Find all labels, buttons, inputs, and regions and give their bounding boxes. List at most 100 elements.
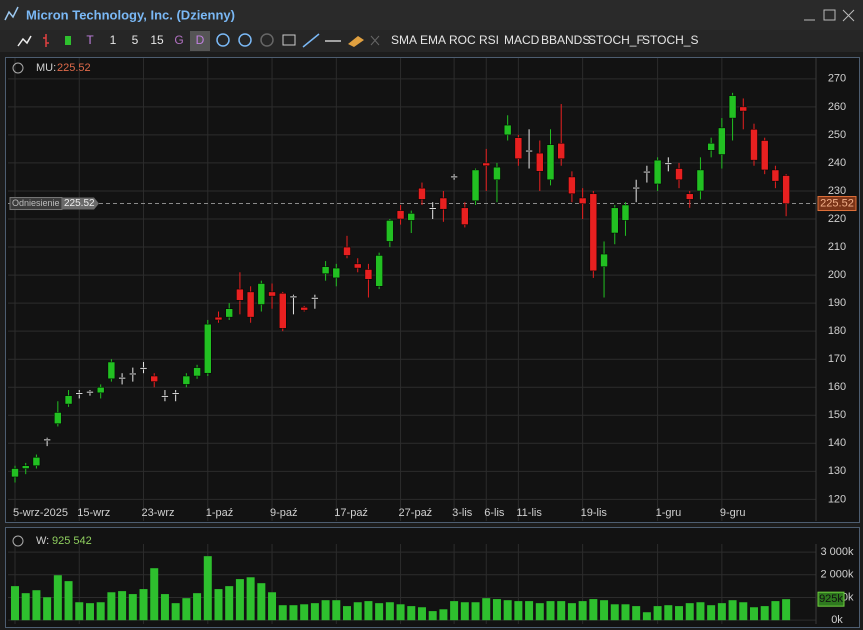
candle-body <box>375 255 383 287</box>
legend-readout: 925 542 <box>52 535 92 547</box>
toolbar-button[interactable]: 1 <box>110 33 117 47</box>
candle-body <box>193 367 201 377</box>
volume-bar <box>482 598 491 621</box>
candle-body <box>300 307 308 311</box>
volume-bar <box>471 602 480 621</box>
volume-bar <box>417 607 426 621</box>
indicator-button[interactable]: SMA <box>391 33 417 47</box>
volume-bar <box>278 605 287 621</box>
candle-body <box>246 291 255 318</box>
y-tick-label: 220 <box>828 213 846 225</box>
volume-bar <box>203 556 212 621</box>
candle-body <box>21 465 30 469</box>
candle-body <box>118 377 126 380</box>
price-tag-bg <box>817 196 857 212</box>
candle-tool[interactable] <box>65 36 71 45</box>
volume-bar <box>21 593 30 621</box>
volume-bar <box>450 601 459 621</box>
line-tool[interactable] <box>17 35 32 47</box>
volume-bar <box>128 594 137 621</box>
candle-body <box>171 392 180 395</box>
candle-body <box>418 187 426 200</box>
candle-body <box>739 106 748 112</box>
candle-body <box>471 169 480 202</box>
indicator-button[interactable]: BBANDS <box>541 33 590 47</box>
reference-label: Odniesienie <box>12 198 60 208</box>
volume-bar <box>664 605 673 621</box>
price-tag: 225.52 <box>820 197 854 209</box>
y-tick-label: 140 <box>828 437 846 449</box>
volume-bar <box>642 612 651 621</box>
volume-bar <box>343 606 352 621</box>
candle-body <box>407 213 416 221</box>
candle-body <box>632 187 640 190</box>
toolbar-button[interactable]: D <box>196 33 205 47</box>
volume-bar <box>514 601 523 621</box>
zoom-out[interactable] <box>238 33 252 47</box>
indicator-button[interactable]: EMA <box>420 33 446 47</box>
candle-body <box>64 395 73 405</box>
tool-icon[interactable] <box>282 34 296 46</box>
zoom-in[interactable] <box>216 33 230 47</box>
volume-bar <box>171 603 180 621</box>
volume-bar <box>728 600 737 621</box>
candle-body <box>718 127 726 155</box>
zoom-reset[interactable] <box>260 33 274 47</box>
eraser-tool[interactable] <box>348 36 364 47</box>
candle-body <box>696 169 705 192</box>
toolbar-button[interactable]: T <box>86 33 94 47</box>
indicator-button[interactable]: ROC <box>449 33 476 47</box>
close-button[interactable] <box>842 9 855 22</box>
trendline-tool[interactable] <box>302 33 320 48</box>
volume-bar <box>567 603 576 621</box>
candle-body <box>96 386 105 394</box>
volume-bar <box>407 606 416 621</box>
volume-bar <box>696 602 705 621</box>
volume-bar <box>300 604 309 621</box>
volume-bar <box>439 609 448 621</box>
x-tick-label: 5-wrz-2025 <box>13 507 68 519</box>
volume-bar <box>546 601 555 621</box>
indicator-button[interactable]: MACD <box>504 33 540 47</box>
candle-body <box>289 295 298 298</box>
ohlc-tool[interactable] <box>43 34 49 47</box>
x-tick-label: 27-paź <box>399 507 433 519</box>
toolbar-button[interactable]: 15 <box>150 33 164 47</box>
candle-body <box>311 297 319 300</box>
clear-tool[interactable] <box>370 35 380 46</box>
x-tick-label: 17-paź <box>334 507 368 519</box>
volume-bar <box>193 593 202 621</box>
indicator-button[interactable]: RSI <box>479 33 499 47</box>
chart-layer: 120 130 140 150 160 170 180 190 200 210 220 230 240 2… <box>8 58 857 626</box>
candle-body <box>568 176 576 195</box>
toolbar-button[interactable]: 5 <box>132 33 139 47</box>
volume-bar <box>782 599 791 621</box>
x-tick-label: 11-lis <box>516 507 542 519</box>
candle-body <box>450 175 458 178</box>
volume-bar <box>739 602 748 621</box>
candle-body <box>386 220 394 242</box>
indicator-button[interactable]: STOCH_S <box>642 33 698 47</box>
volume-bar <box>525 601 534 621</box>
maximize-button[interactable] <box>823 9 836 21</box>
candle-body <box>129 372 137 375</box>
volume-bar <box>118 591 127 621</box>
candle-body <box>364 269 373 280</box>
y-tick-label: 210 <box>828 241 846 253</box>
candle-body <box>11 468 19 478</box>
candle-body <box>760 140 769 171</box>
y-tick-label: 250 <box>828 129 846 141</box>
volume-bar <box>64 581 73 621</box>
candle-body <box>150 375 158 382</box>
volume-bar <box>621 604 630 621</box>
toolbar-button[interactable]: G <box>174 33 183 47</box>
y-tick-label: 240 <box>828 157 846 169</box>
indicator-button[interactable]: STOCH_F <box>588 33 644 47</box>
volume-bar <box>11 586 19 621</box>
candle-body <box>86 391 94 394</box>
volume-bar <box>289 605 298 621</box>
candle-body <box>675 168 683 181</box>
candle-body <box>536 152 544 172</box>
volume-bar <box>43 597 52 621</box>
candle-body <box>161 395 169 398</box>
